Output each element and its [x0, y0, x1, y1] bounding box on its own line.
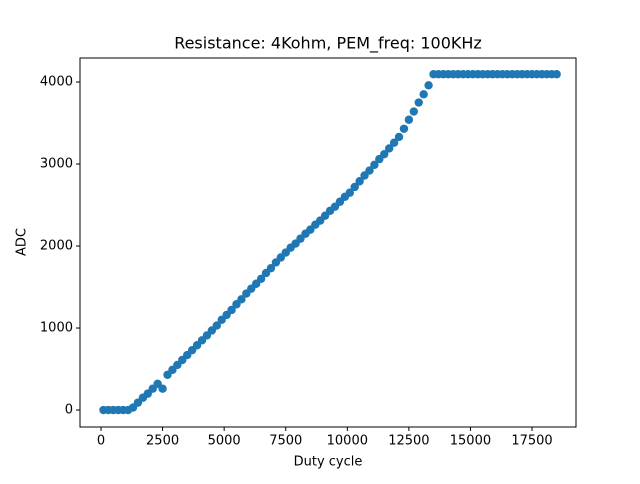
- x-tick-label: 12500: [388, 434, 429, 449]
- point: [355, 177, 364, 186]
- x-tick-label: 17500: [511, 434, 552, 449]
- point: [350, 182, 359, 192]
- x-tick-label: 15000: [450, 434, 491, 449]
- point: [370, 160, 379, 170]
- point: [399, 124, 409, 133]
- point: [212, 321, 221, 330]
- point: [256, 274, 266, 284]
- point: [237, 295, 246, 304]
- point: [365, 166, 374, 175]
- y-tick-label: 0: [65, 403, 73, 418]
- axes-frame: [79, 57, 577, 428]
- x-tick-label: 2500: [146, 434, 179, 449]
- y-tick-label: 1000: [40, 321, 73, 336]
- point: [227, 305, 236, 315]
- point: [380, 149, 389, 159]
- chart-title: Resistance: 4Kohm, PEM_freq: 100KHz: [174, 34, 482, 54]
- point: [389, 138, 399, 147]
- x-tick-label: 5000: [208, 434, 241, 449]
- x-axis-label: Duty cycle: [294, 455, 363, 470]
- y-axis-label: ADC: [15, 228, 30, 256]
- point: [384, 144, 394, 153]
- point: [266, 263, 276, 273]
- point: [345, 188, 354, 197]
- point: [394, 132, 404, 142]
- point: [409, 107, 419, 116]
- point: [414, 98, 423, 107]
- y-tick-label: 2000: [40, 239, 73, 254]
- plot-area: [99, 70, 561, 415]
- point: [552, 70, 561, 79]
- y-tick-label: 3000: [40, 157, 73, 172]
- point: [404, 115, 414, 124]
- point: [424, 81, 433, 90]
- x-tick-label: 10000: [327, 434, 368, 449]
- x-tick-label: 0: [97, 434, 105, 449]
- x-tick-label: 7500: [269, 434, 302, 449]
- point: [158, 384, 167, 393]
- point: [419, 90, 428, 99]
- y-tick-label: 4000: [40, 75, 73, 90]
